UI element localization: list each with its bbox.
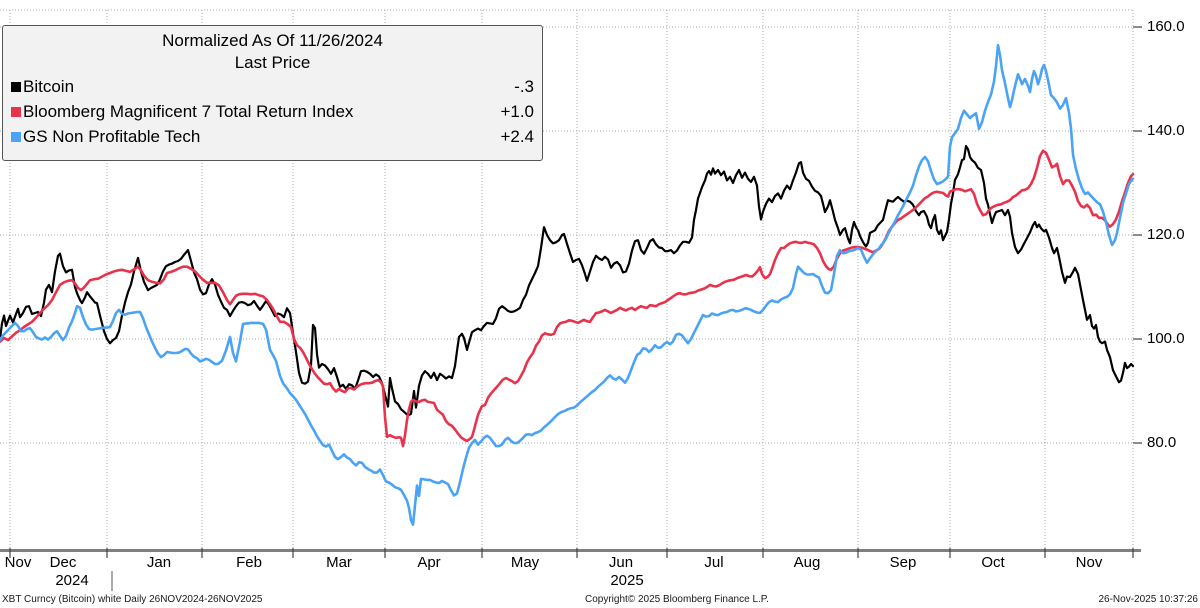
month-label: Sep: [889, 554, 917, 571]
year-label: 2025: [610, 572, 644, 589]
month-label: Nov: [1075, 554, 1103, 571]
y-axis-tick-label: 80.0: [1147, 434, 1177, 452]
bitcoin-swatch-icon: [11, 81, 21, 92]
gs-swatch-icon: [11, 131, 21, 142]
legend-item-bitcoin[interactable]: Bitcoin -.3: [11, 74, 534, 99]
month-label: Jan: [146, 554, 172, 571]
footer-security-info: XBT Curncy (Bitcoin) white Daily 26NOV20…: [2, 594, 263, 605]
month-label: Aug: [793, 554, 821, 571]
legend-box: Normalized As Of 11/26/2024 Last Price B…: [2, 25, 543, 161]
legend-item-label: GS Non Profitable Tech: [23, 127, 201, 146]
legend-item-gs-non-profitable-tech[interactable]: GS Non Profitable Tech +2.4: [11, 124, 534, 149]
legend-item-value: +1.0: [500, 102, 534, 121]
month-label: Mar: [326, 554, 352, 571]
y-axis-tick-label: 160.0: [1147, 18, 1185, 36]
legend-item-label: Bloomberg Magnificent 7 Total Return Ind…: [23, 102, 354, 121]
month-label: Dec: [49, 554, 77, 571]
mag7-swatch-icon: [11, 106, 21, 117]
month-label: Apr: [417, 554, 441, 571]
month-label: May: [510, 554, 540, 571]
legend-title: Normalized As Of 11/26/2024: [162, 31, 383, 50]
month-label: Feb: [236, 554, 262, 571]
legend-item-value: -.3: [514, 77, 534, 96]
month-label: Jun: [608, 554, 634, 571]
footer-bar: XBT Curncy (Bitcoin) white Daily 26NOV20…: [0, 594, 1200, 608]
footer-timestamp: 26-Nov-2025 10:37:26: [1098, 594, 1198, 605]
series-line-bitcoin: [0, 145, 1135, 417]
series-line-bloomberg-magnificent-7-total-return-index: [0, 149, 1135, 448]
x-axis-bar: [0, 549, 1141, 552]
series-line-gs-non-profitable-tech: [0, 43, 1135, 526]
month-label: Nov: [4, 554, 32, 571]
year-label: 2024: [55, 572, 89, 589]
month-label: Oct: [981, 554, 1005, 571]
price-chart[interactable]: [0, 0, 1200, 593]
legend-subtitle: Last Price: [234, 53, 311, 72]
y-axis-tick-label: 100.0: [1147, 330, 1185, 348]
legend-item-mag7[interactable]: Bloomberg Magnificent 7 Total Return Ind…: [11, 99, 534, 124]
month-label: Jul: [704, 554, 724, 571]
y-axis-tick-label: 120.0: [1147, 226, 1185, 244]
y-axis-tick-label: 140.0: [1147, 122, 1185, 140]
legend-item-value: +2.4: [500, 127, 534, 146]
footer-copyright: Copyright© 2025 Bloomberg Finance L.P.: [585, 594, 769, 605]
legend-item-label: Bitcoin: [23, 77, 75, 96]
